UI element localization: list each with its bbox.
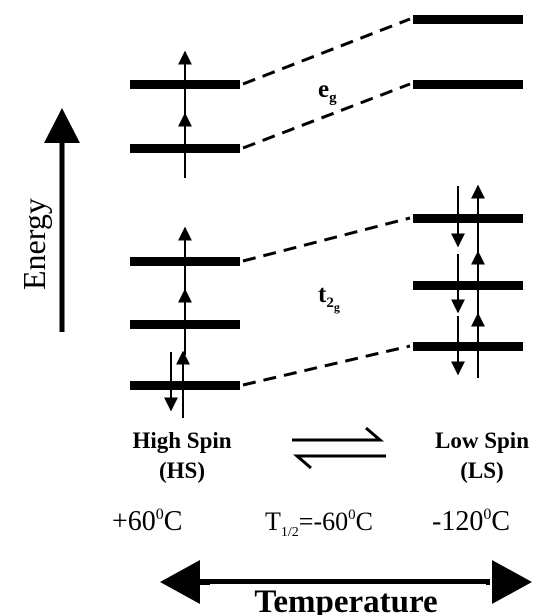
t2g-label: t2g xyxy=(318,281,340,314)
ls-eg-level-upper xyxy=(413,15,523,24)
ls-t2g-level-upper xyxy=(413,214,523,223)
ls-eg-level-lower xyxy=(413,80,523,89)
low-spin-levels xyxy=(413,15,523,351)
ls-t2g-level-lower xyxy=(413,342,523,351)
equilibrium-arrows xyxy=(292,426,386,470)
eg-connector-upper xyxy=(242,17,411,86)
temperature-arrowhead-right xyxy=(492,560,532,604)
hs-temperature: +600C xyxy=(112,506,182,537)
ls-abbr: (LS) xyxy=(460,458,503,483)
energy-arrowhead xyxy=(44,108,80,143)
hs-title: High Spin xyxy=(132,428,231,453)
temperature-arrowhead-left xyxy=(160,560,200,604)
eg-label: eg xyxy=(318,76,337,106)
ls-t2g-level-middle xyxy=(413,281,523,290)
t2g-main: t xyxy=(318,281,327,308)
ls-temperature: -1200C xyxy=(432,506,510,537)
correlation-lines xyxy=(242,17,411,387)
temperature-label: Temperature xyxy=(254,584,437,615)
t2g-subscript-2: 2 xyxy=(326,295,334,311)
eg-connector-lower xyxy=(242,82,411,150)
energy-axis: Energy xyxy=(16,108,80,332)
hs-electrons xyxy=(164,50,192,418)
t2g-connector-upper xyxy=(242,216,411,263)
hs-t2g-level-lower xyxy=(130,381,240,390)
t2g-subscript-g: g xyxy=(334,300,340,314)
energy-label: Energy xyxy=(16,198,52,290)
eg-subscript: g xyxy=(329,90,337,106)
reverse-harpoon xyxy=(292,454,386,470)
forward-harpoon xyxy=(292,426,385,442)
ls-title: Low Spin xyxy=(435,428,529,453)
t2g-connector-lower xyxy=(242,344,411,387)
eg-main: e xyxy=(318,76,329,103)
ls-electrons xyxy=(451,184,485,378)
hs-abbr: (HS) xyxy=(159,458,205,483)
temperature-axis: Temperature xyxy=(160,560,532,615)
transition-temperature: T1/2=-600C xyxy=(265,507,373,540)
